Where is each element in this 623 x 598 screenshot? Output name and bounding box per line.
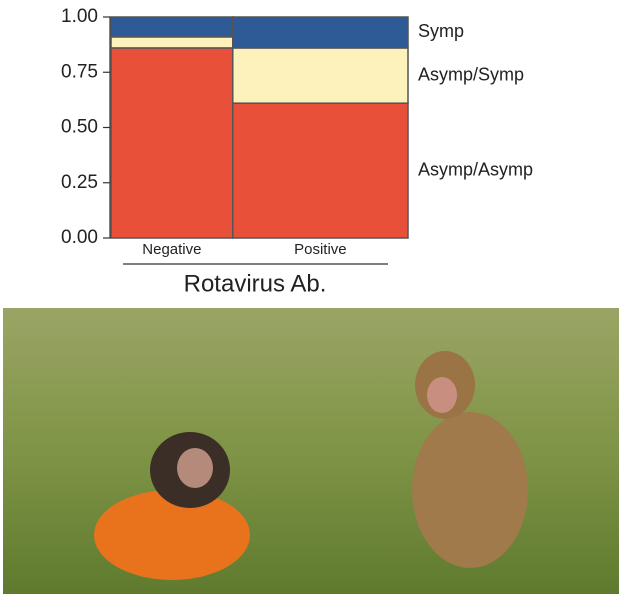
x-tick-label: Negative [142,241,201,258]
mosaic-cell [232,102,409,239]
photo [3,308,619,594]
mosaic-cell [110,16,234,38]
pumpkin [94,490,250,580]
monkey-right [412,412,528,568]
x-tick-label: Positive [294,241,347,258]
mosaic-cell [232,16,409,49]
photo-background [3,308,619,594]
monkey-left-face [177,448,213,488]
monkey-right-face [427,377,457,413]
y-tick-label: 0.25 [61,172,98,193]
mosaic-cell [110,36,234,49]
y-tick-label: 0.50 [61,117,98,138]
legend-label: Asymp/Asymp [418,159,533,179]
legend-label: Symp [418,21,464,41]
y-tick-label: 0.75 [61,61,98,82]
y-tick-label: 0.00 [61,227,98,248]
legend-label: Asymp/Symp [418,64,524,84]
x-axis-label: Rotavirus Ab. [184,270,327,297]
mosaic-cell [110,47,234,239]
mosaic-cell [232,47,409,104]
y-tick-label: 1.00 [61,6,98,27]
